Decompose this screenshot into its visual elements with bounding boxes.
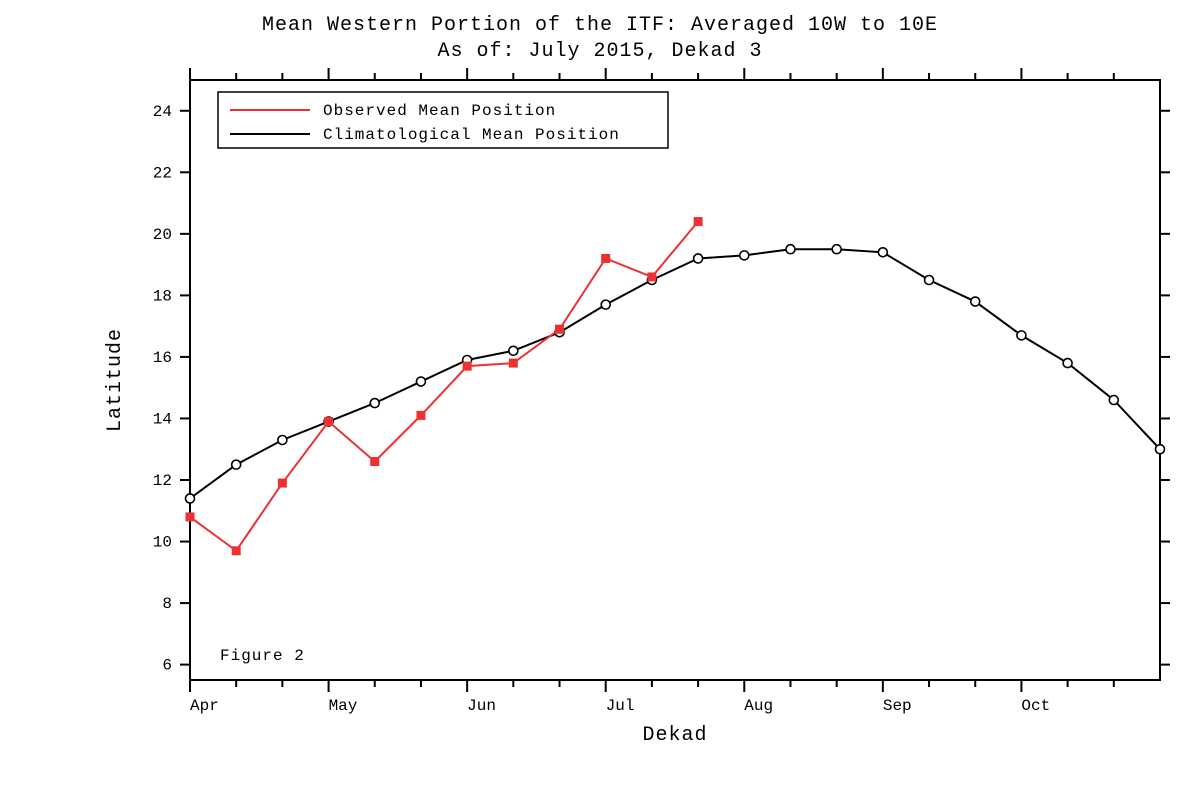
series-marker	[232, 547, 240, 555]
series-marker	[740, 251, 749, 260]
x-tick-label: Apr	[190, 697, 219, 715]
y-tick-label: 12	[153, 472, 172, 490]
series-marker	[832, 245, 841, 254]
line-chart: Mean Western Portion of the ITF: Average…	[0, 0, 1200, 800]
series-marker	[186, 513, 194, 521]
series-marker	[232, 460, 241, 469]
series-marker	[925, 276, 934, 285]
legend-label: Observed Mean Position	[323, 102, 556, 120]
series-line	[190, 222, 698, 551]
series-marker	[1109, 396, 1118, 405]
series-marker	[1063, 359, 1072, 368]
series-marker	[509, 359, 517, 367]
chart-title-2: As of: July 2015, Dekad 3	[437, 40, 762, 63]
series-marker	[694, 218, 702, 226]
series-marker	[370, 399, 379, 408]
x-tick-label: Jul	[606, 697, 635, 715]
series-marker	[1017, 331, 1026, 340]
series-marker	[325, 418, 333, 426]
series-marker	[509, 346, 518, 355]
y-tick-label: 20	[153, 226, 172, 244]
y-tick-label: 10	[153, 534, 172, 552]
figure-label: Figure 2	[220, 647, 305, 665]
series-marker	[878, 248, 887, 257]
y-tick-label: 18	[153, 287, 172, 305]
series-marker	[602, 254, 610, 262]
x-axis-label: Dekad	[642, 724, 707, 747]
series-marker	[186, 494, 195, 503]
y-tick-label: 22	[153, 164, 172, 182]
x-tick-label: Jun	[467, 697, 496, 715]
y-tick-label: 14	[153, 410, 172, 428]
legend-label: Climatological Mean Position	[323, 126, 620, 144]
y-tick-label: 8	[162, 595, 172, 613]
series-marker	[786, 245, 795, 254]
series-marker	[694, 254, 703, 263]
plot-border	[190, 80, 1160, 680]
y-tick-label: 6	[162, 657, 172, 675]
series-marker	[371, 458, 379, 466]
series-marker	[417, 411, 425, 419]
y-axis-label: Latitude	[104, 328, 127, 432]
series-line	[190, 249, 1160, 498]
series-marker	[278, 479, 286, 487]
x-tick-label: May	[329, 697, 358, 715]
chart-title-1: Mean Western Portion of the ITF: Average…	[262, 14, 938, 37]
series-marker	[556, 325, 564, 333]
series-marker	[278, 436, 287, 445]
chart-container: Mean Western Portion of the ITF: Average…	[0, 0, 1200, 800]
series-marker	[416, 377, 425, 386]
x-tick-label: Oct	[1021, 697, 1050, 715]
series-marker	[1156, 445, 1165, 454]
x-tick-label: Aug	[744, 697, 773, 715]
y-tick-label: 16	[153, 349, 172, 367]
series-marker	[648, 273, 656, 281]
y-tick-label: 24	[153, 103, 172, 121]
x-tick-label: Sep	[883, 697, 912, 715]
series-marker	[971, 297, 980, 306]
series-marker	[463, 362, 471, 370]
series-marker	[601, 300, 610, 309]
